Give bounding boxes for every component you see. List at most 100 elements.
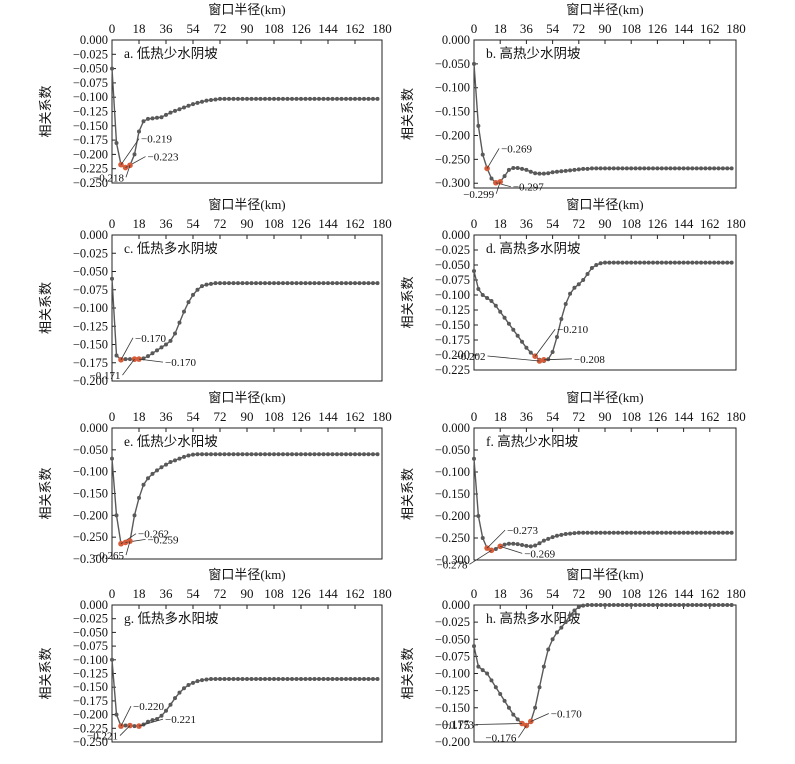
data-point: [159, 115, 164, 120]
x-tick-label: 36: [160, 586, 174, 601]
x-tick-label: 18: [494, 409, 507, 424]
data-point: [159, 465, 164, 470]
data-point: [572, 167, 577, 172]
data-point: [664, 530, 669, 535]
annotation-leader: [138, 718, 164, 727]
data-point: [294, 96, 299, 101]
series-line: [473, 63, 732, 184]
x-axis-label: 窗口半径(km): [208, 197, 285, 212]
x-tick-label: 108: [621, 216, 641, 231]
data-point: [209, 98, 213, 103]
x-tick-label: 144: [318, 586, 338, 601]
data-point: [348, 96, 353, 101]
data-point: [690, 530, 695, 535]
data-point: [218, 676, 222, 681]
data-point: [236, 96, 240, 101]
data-point: [366, 676, 371, 681]
data-point: [281, 676, 285, 681]
data-point: [366, 452, 371, 457]
data-point: [620, 603, 625, 607]
data-point: [642, 260, 647, 265]
data-point: [576, 167, 581, 172]
data-point: [554, 533, 559, 538]
data-point: [633, 530, 638, 535]
x-tick-label: 144: [318, 216, 338, 231]
x-tick-label: 180: [372, 586, 392, 601]
data-point: [281, 96, 285, 101]
data-point: [659, 260, 664, 265]
data-point: [511, 165, 516, 170]
data-point: [290, 96, 294, 101]
data-point: [607, 530, 612, 535]
x-tick-label: 162: [345, 21, 365, 36]
data-point: [164, 112, 168, 117]
data-point: [729, 603, 734, 607]
x-tick-label: 54: [187, 409, 201, 424]
x-tick-label: 18: [133, 216, 146, 231]
data-point: [707, 603, 712, 607]
data-point: [554, 169, 559, 174]
x-tick-label: 90: [241, 409, 254, 424]
data-point: [353, 452, 357, 457]
y-tick-label: −0.050: [435, 258, 470, 272]
data-point: [672, 260, 677, 265]
annotation-label: −0.220: [133, 701, 164, 713]
data-point: [254, 676, 258, 681]
data-point: [290, 281, 294, 286]
x-tick-label: 54: [187, 216, 201, 231]
data-point: [568, 531, 573, 536]
x-axis-label: 窗口半径(km): [566, 2, 643, 17]
data-point: [245, 676, 249, 681]
data-point: [725, 530, 730, 535]
data-point: [254, 281, 258, 286]
chart-panel-3: 窗口半径(km) 0 18 36 54 72 90 108 126 144 162 180 0.000 −…: [38, 197, 392, 388]
y-tick-label: −0.050: [73, 625, 108, 639]
x-tick-label: 126: [648, 586, 668, 601]
y-tick-label: −0.250: [435, 531, 470, 545]
data-point: [524, 543, 529, 548]
x-tick-label: 36: [160, 409, 174, 424]
data-point: [703, 603, 708, 607]
data-point: [585, 272, 590, 276]
data-point: [563, 168, 568, 173]
data-point: [476, 287, 481, 291]
data-point: [321, 676, 326, 681]
data-point: [335, 281, 339, 286]
data-point: [472, 269, 476, 273]
data-point: [611, 530, 616, 535]
data-point: [703, 530, 708, 535]
data-point: [598, 603, 603, 607]
x-tick-label: 72: [572, 409, 585, 424]
y-tick-label: −0.100: [435, 465, 470, 479]
data-point: [607, 260, 612, 265]
data-point: [598, 166, 603, 171]
chart-panel-4: 窗口半径(km)0 18 36 54 72 90 108 126 144 162 1800.000−…: [400, 197, 746, 377]
data-point: [633, 260, 638, 265]
y-tick-label: −0.025: [435, 243, 470, 257]
data-point: [146, 476, 150, 481]
panel-title: b. 高热少水阴坡: [486, 45, 581, 61]
data-point: [659, 603, 664, 607]
x-axis-label: 窗口半径(km): [208, 2, 285, 17]
data-point: [712, 603, 717, 607]
data-point: [651, 530, 656, 535]
data-point: [222, 452, 227, 457]
data-point: [720, 166, 725, 171]
annotation-label: −0.299: [463, 189, 494, 201]
data-point: [344, 676, 348, 681]
data-point: [276, 676, 281, 681]
data-point: [276, 281, 281, 286]
x-tick-label: 108: [264, 21, 284, 36]
data-point: [195, 287, 200, 292]
data-point: [321, 281, 326, 286]
annotation-leader: [138, 358, 164, 363]
data-point: [146, 116, 150, 121]
data-point: [177, 107, 182, 112]
data-point: [330, 676, 335, 681]
data-point: [585, 603, 590, 607]
x-tick-label: 18: [494, 216, 507, 231]
y-tick-label: −0.150: [73, 680, 108, 694]
data-point: [703, 166, 708, 171]
annotation-leader: [125, 540, 131, 556]
data-point: [554, 630, 559, 635]
